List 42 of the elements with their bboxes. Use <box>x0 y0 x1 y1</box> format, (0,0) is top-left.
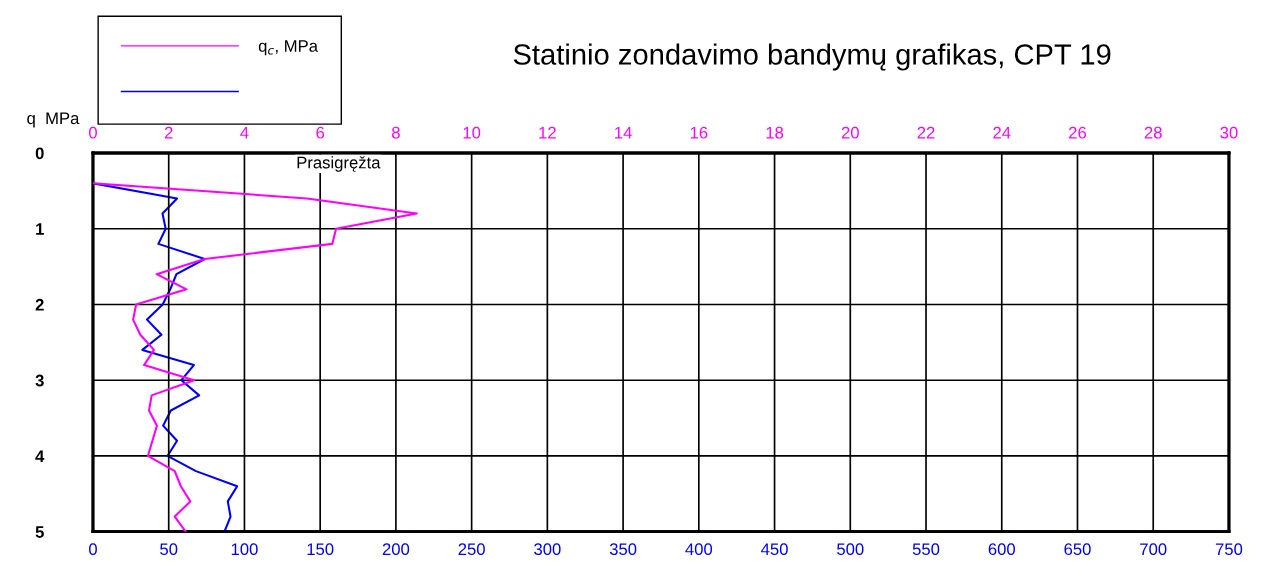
x2-tick-label: 0 <box>88 126 97 139</box>
x2-tick-label: 4 <box>240 126 249 139</box>
x2-tick-label: 30 <box>1220 126 1238 139</box>
x2-tick-label: 12 <box>539 126 556 139</box>
x-tick-label: 500 <box>837 543 864 556</box>
y-tick-label: 0 <box>35 147 44 160</box>
x-tick-label: 300 <box>534 543 561 556</box>
y-tick-label: 3 <box>35 374 44 387</box>
x-tick-label: 650 <box>1064 543 1091 556</box>
y-tick-label: 4 <box>35 450 45 462</box>
y-tick-label: 1 <box>36 223 44 235</box>
x-tick-label: 750 <box>1215 543 1243 556</box>
x-tick-label: 400 <box>685 543 713 556</box>
x2-tick-label: 24 <box>993 126 1011 139</box>
x2-tick-label: 16 <box>690 126 708 139</box>
x-tick-label: 100 <box>231 543 258 556</box>
x2-tick-label: 18 <box>766 126 784 139</box>
chart-title: Statinio zondavimo bandymų grafikas, CPT 19 <box>513 43 1111 71</box>
y-tick-label: 2 <box>35 298 44 311</box>
x2-tick-label: 20 <box>841 126 859 139</box>
x-tick-label: 200 <box>382 543 410 556</box>
y-tick-label: 5 <box>35 526 44 538</box>
x2-tick-label: 22 <box>917 126 935 139</box>
x2-tick-label: 26 <box>1069 126 1087 139</box>
text: q$_{c}$, MPa <box>258 40 318 56</box>
annotation: Prasigręžta <box>297 156 381 172</box>
x2-tick-label: 2 <box>164 126 173 139</box>
x-tick-label: 350 <box>609 543 637 556</box>
x-tick-label: 0 <box>88 543 97 556</box>
x-tick-label: 550 <box>912 543 940 556</box>
x2-tick-label: 10 <box>463 126 481 139</box>
x2-tick-label: 28 <box>1144 126 1162 139</box>
x-tick-label: 600 <box>988 543 1016 556</box>
x-tick-label: 50 <box>160 543 178 556</box>
x2-tick-label: 6 <box>316 126 325 139</box>
x2-axis-title: q MPa <box>27 112 80 128</box>
x-tick-label: 150 <box>307 543 334 556</box>
x2-tick-label: 14 <box>615 126 632 139</box>
x2-tick-label: 8 <box>391 126 400 139</box>
x-tick-label: 700 <box>1140 543 1167 556</box>
x-tick-label: 250 <box>458 543 485 556</box>
x-tick-label: 450 <box>761 543 788 556</box>
